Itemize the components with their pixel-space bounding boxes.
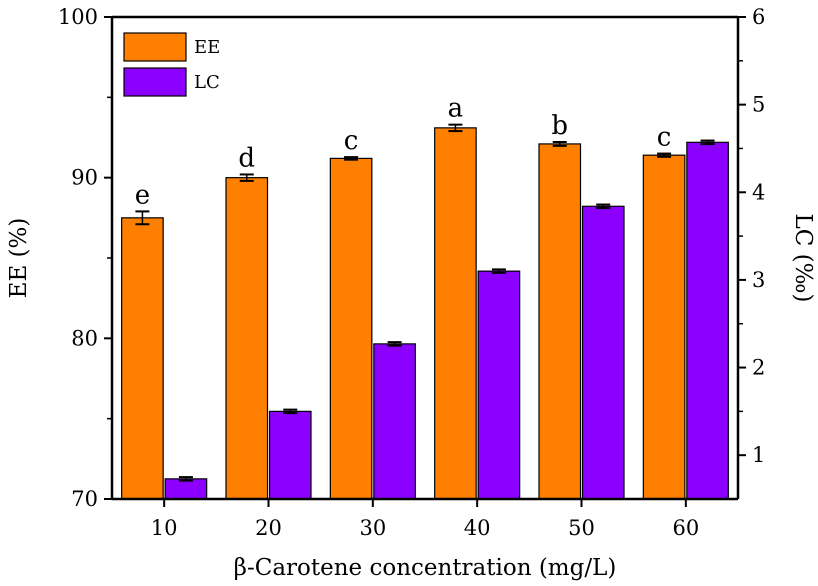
- y-right-tick-label-3: 3: [752, 268, 765, 292]
- y-right-tick-label-4: 4: [752, 180, 765, 204]
- axes-layer: 10 20 30 40 50 60 70 80 90 100 1 2 3 4 5 6: [58, 5, 765, 540]
- legend: EE LC: [123, 32, 220, 97]
- y-right-tick-label-6: 6: [752, 5, 765, 29]
- legend-swatch-ee: [123, 32, 187, 62]
- significance-label-30: c: [344, 126, 359, 156]
- bar-lc-10: [164, 478, 208, 500]
- legend-label-lc: LC: [194, 72, 220, 93]
- significance-label-60: c: [657, 123, 672, 153]
- y-right-tick-label-1: 1: [752, 443, 765, 467]
- y-axis-left-title: EE (%): [6, 218, 32, 299]
- significance-label-20: d: [238, 143, 255, 173]
- x-axis-title: β-Carotene concentration (mg/L): [234, 555, 617, 581]
- x-tick-label-20: 20: [255, 516, 282, 540]
- error-bars-layer: [135, 123, 715, 482]
- y-left-tick-label-90: 90: [71, 166, 98, 190]
- x-tick-label-40: 40: [464, 516, 491, 540]
- bar-ee-30: [329, 157, 373, 500]
- bar-ee-40: [434, 127, 477, 500]
- significance-label-40: a: [448, 94, 464, 124]
- legend-label-ee: EE: [194, 37, 220, 58]
- y-left-tick-label-100: 100: [58, 5, 98, 29]
- x-tick-label-50: 50: [568, 516, 595, 540]
- bar-ee-10: [121, 217, 164, 500]
- significance-labels-layer: e d c a b c: [135, 94, 672, 211]
- x-tick-label-30: 30: [359, 516, 386, 540]
- bar-ee-20: [225, 177, 269, 500]
- x-tick-label-10: 10: [151, 516, 178, 540]
- significance-label-50: b: [551, 111, 568, 141]
- y-right-tick-label-2: 2: [752, 356, 765, 380]
- bar-ee-60: [642, 154, 686, 500]
- legend-swatch-lc: [123, 67, 187, 97]
- bar-lc-30: [373, 343, 416, 500]
- y-left-tick-label-70: 70: [71, 487, 98, 511]
- bar-lc-40: [477, 270, 521, 500]
- bar-lc-20: [268, 410, 312, 500]
- y-axis-right-title: LC (‰): [790, 214, 816, 303]
- bar-ee-50: [538, 143, 582, 500]
- significance-label-10: e: [135, 180, 150, 210]
- x-tick-label-60: 60: [672, 516, 699, 540]
- bars-layer: [121, 127, 729, 500]
- y-left-tick-label-80: 80: [71, 326, 98, 350]
- bar-lc-60: [686, 141, 729, 500]
- y-right-tick-label-5: 5: [752, 93, 765, 117]
- bar-lc-50: [581, 205, 625, 500]
